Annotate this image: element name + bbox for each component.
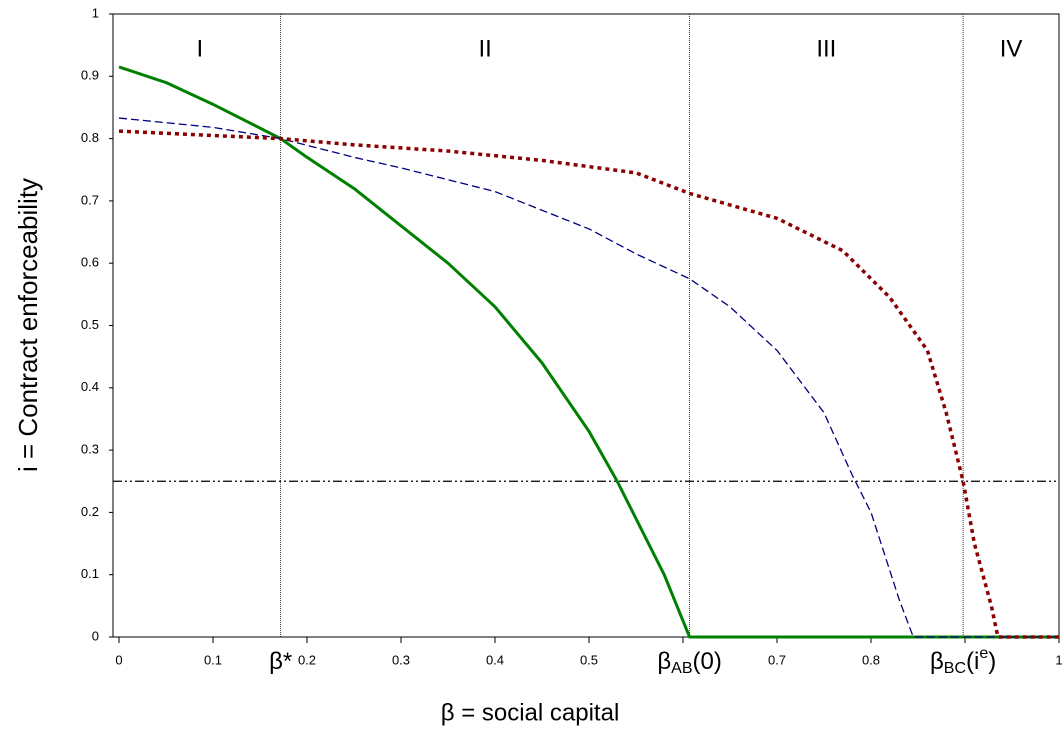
y-tick-label: 0.3 [81,442,99,457]
series-line [118,129,1059,639]
x-tick-label: 0.5 [580,652,598,667]
annotation-part: β [930,648,944,675]
annotation-background [653,649,726,679]
annotation-background [925,649,1001,679]
region-label: I [197,35,204,62]
annotation-part: β* [269,648,292,675]
y-tick-label: 1 [92,5,99,20]
plot-frame [112,13,1060,638]
x-tick-label: 0.4 [486,652,504,667]
y-tick-label: 0.1 [81,566,99,581]
x-tick-label: 0.7 [768,652,786,667]
series-line [118,65,1059,639]
series-line [118,117,1059,638]
x-axis-title: β = social capital [441,699,620,726]
annotation-part: ) [988,648,996,675]
annotation: βBC(ie) [930,645,996,677]
annotation-part: BC [944,660,966,677]
annotation: βAB(0) [657,648,722,677]
annotation-part: β [657,648,671,675]
y-tick-label: 0 [92,628,99,643]
x-tick-label: 0.1 [204,652,222,667]
region-label: II [478,35,491,62]
y-tick-label: 0.7 [81,192,99,207]
y-tick-label: 0.5 [81,317,99,332]
y-tick-label: 0.4 [81,379,99,394]
y-tick-label: 0.9 [81,68,99,83]
x-tick-label: 0.8 [862,652,880,667]
y-tick-label: 0.2 [81,504,99,519]
annotation-part: (i [966,648,979,675]
region-label: IV [1000,35,1023,62]
annotation-part: (0) [692,648,721,675]
region-label: III [816,35,836,62]
x-tick-label: 1 [1055,652,1062,667]
x-tick-label: 0.3 [392,652,410,667]
x-tick-label: 0.2 [298,652,316,667]
y-tick-label: 0.8 [81,130,99,145]
annotation-part: AB [671,660,692,677]
x-tick-label: 0 [115,652,122,667]
y-axis-title: i = Contract enforceability [13,178,43,472]
annotation: β* [269,648,292,675]
y-tick-label: 0.6 [81,255,99,270]
annotation-part: e [979,645,988,662]
annotation-background [265,649,297,679]
